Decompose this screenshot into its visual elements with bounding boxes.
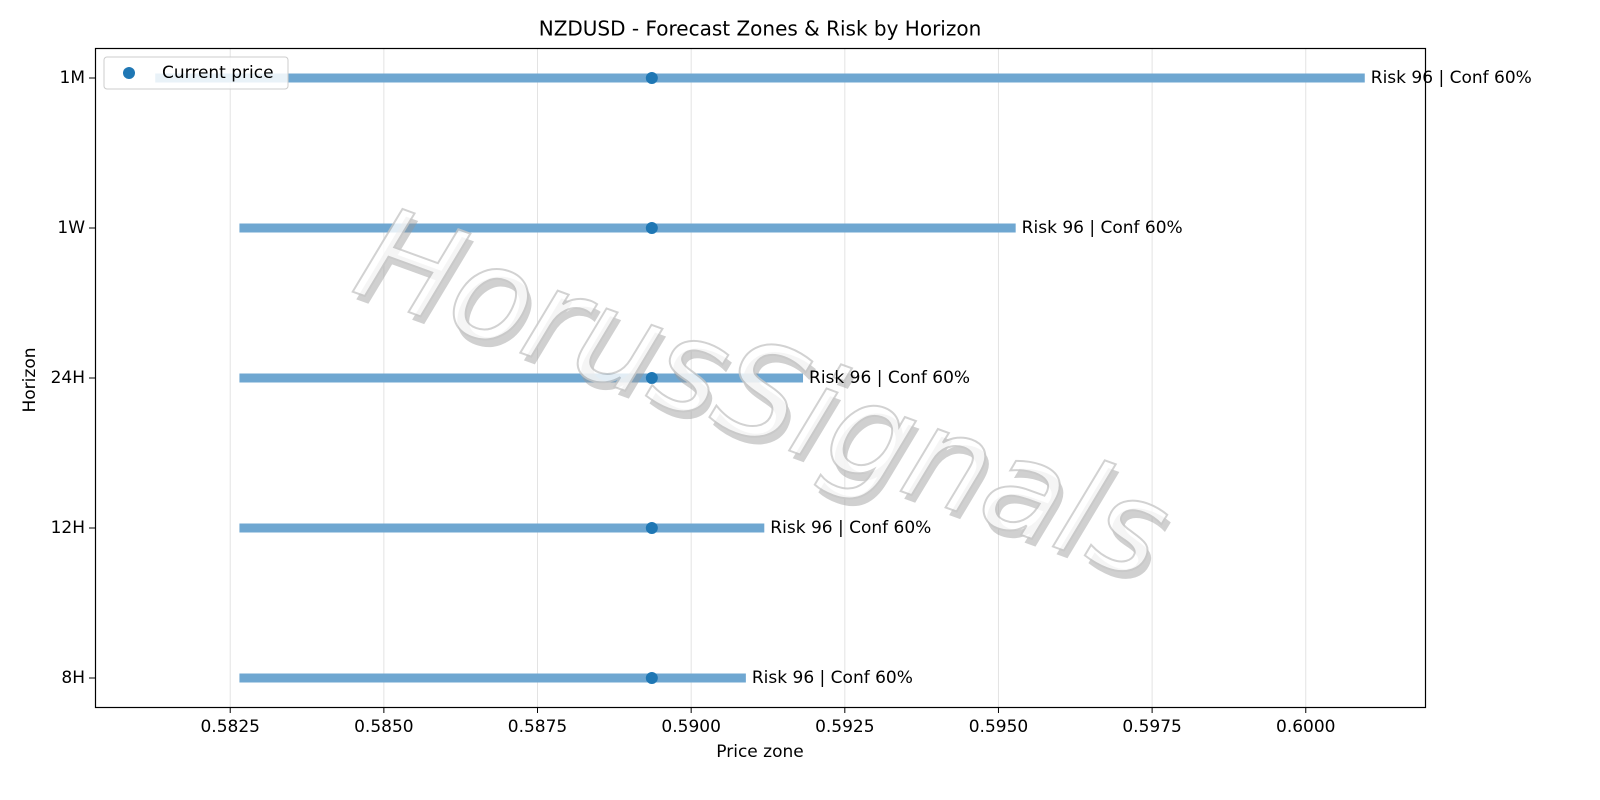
current-price-dot [645, 672, 658, 684]
current-price-dot [645, 522, 658, 534]
y-tick-label: 12H [51, 518, 85, 538]
current-price-dot [645, 222, 658, 234]
x-tick-label: 0.6000 [1276, 717, 1335, 737]
marks [155, 72, 1365, 684]
annotation: Risk 96 | Conf 60% [770, 518, 931, 538]
x-tick-label: 0.5875 [508, 717, 567, 737]
legend-box [103, 56, 289, 90]
y-tick-label: 24H [51, 368, 85, 388]
x-tick-label: 0.5950 [969, 717, 1028, 737]
current-price-dot [645, 372, 658, 384]
annotation: Risk 96 | Conf 60% [1022, 218, 1183, 238]
current-price-dot [645, 72, 658, 84]
chart-title: NZDUSD - Forecast Zones & Risk by Horizo… [539, 17, 982, 41]
legend-marker [123, 67, 135, 79]
x-tick-label: 0.5850 [354, 717, 413, 737]
annotation: Risk 96 | Conf 60% [752, 668, 913, 688]
legend-label: Current price [162, 63, 274, 83]
x-tick-label: 0.5900 [661, 717, 720, 737]
plot-frame [94, 47, 1427, 709]
legend: Current price [103, 56, 289, 90]
y-tick-label: 1M [60, 68, 85, 88]
y-axis-label: Horizon [20, 348, 40, 413]
x-tick-label: 0.5925 [815, 717, 874, 737]
y-tick-label: 8H [61, 668, 85, 688]
x-tick-label: 0.5975 [1122, 717, 1181, 737]
y-tick-label: 1W [57, 218, 85, 238]
annotation: Risk 96 | Conf 60% [809, 368, 970, 388]
annotation: Risk 96 | Conf 60% [1371, 68, 1532, 88]
x-axis-label: Price zone [716, 742, 803, 762]
x-tick-label: 0.5825 [200, 717, 259, 737]
